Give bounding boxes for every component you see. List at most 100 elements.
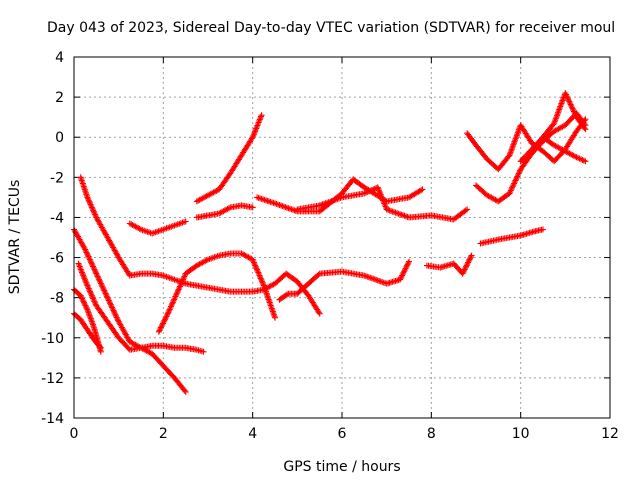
data-point (125, 345, 132, 352)
data-point (260, 281, 267, 288)
data-point (516, 169, 523, 176)
data-point (92, 269, 99, 276)
data-point (96, 276, 102, 283)
data-point (509, 184, 516, 191)
data-point (82, 246, 89, 253)
data-point (225, 205, 232, 212)
data-point (97, 279, 104, 286)
data-point (105, 296, 112, 303)
data-point (203, 257, 210, 264)
data-point (466, 256, 473, 263)
data-point (511, 180, 518, 187)
data-point (84, 252, 91, 259)
data-point (156, 327, 163, 334)
data-point (105, 297, 112, 304)
data-point (75, 260, 82, 267)
series-arc-02 (71, 286, 104, 355)
data-point (570, 108, 577, 115)
y-tick-label: -2 (50, 170, 64, 186)
data-point (259, 278, 265, 285)
data-point (507, 187, 514, 194)
data-point (85, 284, 91, 291)
data-point (318, 201, 325, 208)
data-point (462, 265, 469, 271)
data-point (200, 348, 207, 355)
data-point (107, 300, 114, 307)
data-point (77, 292, 84, 299)
data-point (272, 314, 278, 321)
data-point (85, 253, 92, 260)
data-point (110, 307, 117, 314)
data-point (85, 197, 92, 204)
data-point (101, 287, 108, 294)
data-point (397, 275, 404, 282)
data-point (83, 249, 90, 256)
tick-layer: 0 2 4 6 8 10 12 -14 -12 -10 -8 -6 -4 -2 0 2 4 (41, 50, 619, 442)
grid-layer (74, 57, 610, 418)
data-point (460, 269, 467, 276)
data-point (108, 303, 115, 310)
data-point (569, 105, 576, 112)
data-point (253, 123, 260, 130)
series-arc-06 (126, 218, 189, 237)
data-point (113, 313, 119, 320)
data-point (104, 294, 111, 301)
data-point (157, 326, 164, 332)
data-point (461, 267, 467, 274)
data-point (82, 276, 88, 283)
data-point (83, 305, 90, 312)
series-arc-18 (540, 134, 589, 165)
data-point (172, 293, 179, 300)
data-point (159, 321, 166, 328)
data-point (88, 259, 95, 266)
data-point (253, 265, 260, 272)
data-point (84, 194, 91, 201)
data-point (157, 324, 164, 331)
data-point (86, 255, 93, 261)
data-point (103, 293, 110, 300)
data-point (181, 387, 188, 394)
y-tick-label: -6 (50, 251, 64, 267)
x-tick-label: 0 (70, 426, 79, 442)
data-point (171, 296, 178, 303)
data-point (161, 317, 168, 324)
data-point (81, 301, 88, 308)
y-tick-label: -8 (50, 291, 64, 307)
data-point (582, 158, 589, 165)
data-point (401, 268, 408, 275)
data-point (176, 283, 183, 290)
data-point (170, 297, 177, 304)
y-tick-label: 2 (55, 90, 64, 106)
data-point (566, 100, 573, 106)
data-point (256, 118, 263, 124)
data-point (182, 388, 189, 395)
x-tick-label: 2 (159, 426, 168, 442)
data-point (405, 260, 412, 266)
data-point (166, 306, 173, 313)
data-point (102, 290, 109, 297)
x-tick-label: 12 (601, 426, 619, 442)
data-point (164, 312, 171, 319)
y-tick-label: 0 (55, 130, 64, 146)
data-point (568, 104, 575, 111)
data-point (87, 288, 93, 295)
series-arc-04 (75, 260, 207, 355)
data-point (566, 98, 573, 105)
data-point (90, 297, 97, 303)
data-point (97, 280, 104, 287)
data-point (371, 276, 378, 283)
data-point (97, 344, 104, 351)
data-point (169, 300, 176, 307)
data-point (175, 287, 181, 294)
data-point (81, 245, 88, 252)
data-point (93, 270, 100, 277)
data-point (380, 199, 387, 206)
data-point (92, 267, 98, 274)
data-point (316, 310, 323, 317)
data-point (89, 294, 96, 301)
y-tick-label: -4 (50, 210, 64, 226)
data-point (160, 319, 167, 325)
data-point (462, 207, 469, 214)
data-point (158, 323, 165, 330)
